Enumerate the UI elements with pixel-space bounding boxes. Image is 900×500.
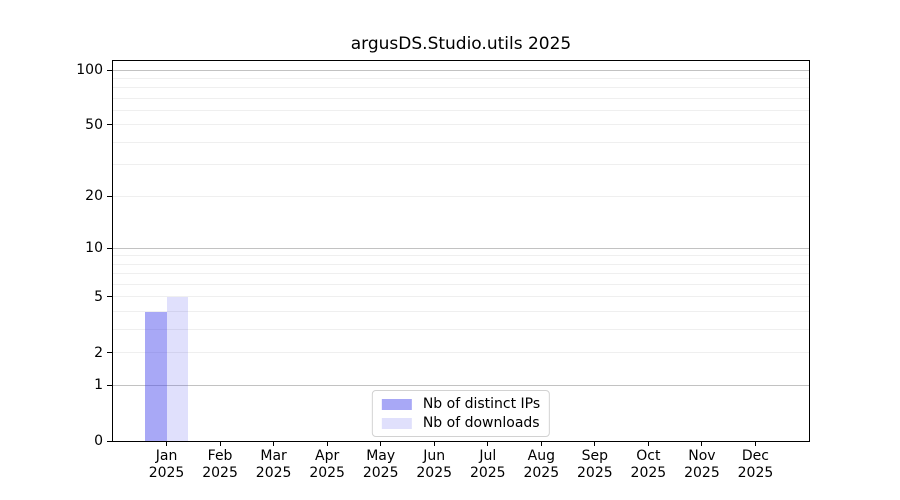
x-tick-mark bbox=[487, 442, 489, 446]
y-tick-label: 10 bbox=[85, 240, 103, 257]
x-tick-label: Mar 2025 bbox=[242, 448, 306, 482]
major-gridline bbox=[113, 69, 809, 71]
minor-gridline bbox=[113, 110, 809, 112]
legend-label: Nb of distinct IPs bbox=[422, 396, 541, 412]
x-tick-year: 2025 bbox=[469, 465, 506, 481]
minor-gridline bbox=[113, 296, 809, 298]
minor-gridline bbox=[113, 329, 809, 331]
x-tick-year: 2025 bbox=[148, 465, 185, 481]
bar bbox=[166, 296, 189, 441]
y-tick-label: 50 bbox=[85, 116, 103, 133]
minor-gridline bbox=[113, 255, 809, 257]
minor-gridline bbox=[113, 284, 809, 286]
y-tick-label: 5 bbox=[94, 288, 103, 305]
legend-item: Nb of distinct IPs bbox=[381, 396, 541, 412]
x-tick-label: Dec 2025 bbox=[723, 448, 787, 482]
x-tick-mark bbox=[219, 442, 221, 446]
x-tick-label: Nov 2025 bbox=[670, 448, 734, 482]
x-tick-month: Nov bbox=[688, 448, 716, 464]
legend: Nb of distinct IPs Nb of downloads bbox=[371, 390, 551, 437]
x-tick-year: 2025 bbox=[577, 465, 613, 481]
y-tick-label: 0 bbox=[94, 433, 103, 449]
x-tick-month: Sep bbox=[581, 448, 609, 464]
major-gridline bbox=[113, 247, 809, 249]
minor-gridline bbox=[113, 311, 809, 313]
plot-area: Nb of distinct IPs Nb of downloads bbox=[112, 60, 810, 442]
y-tick-label: 2 bbox=[94, 344, 103, 361]
legend-swatch bbox=[381, 398, 412, 410]
x-tick-month: Mar bbox=[260, 448, 287, 464]
x-tick-label: Aug 2025 bbox=[509, 448, 573, 482]
legend-swatch bbox=[381, 417, 412, 429]
y-tick-label: 100 bbox=[76, 62, 103, 78]
x-tick-label: Jun 2025 bbox=[402, 448, 466, 482]
x-tick-month: Jan bbox=[155, 448, 178, 464]
x-tick-label: Sep 2025 bbox=[563, 448, 627, 482]
minor-gridline bbox=[113, 352, 809, 354]
x-tick-year: 2025 bbox=[202, 465, 238, 481]
x-tick-year: 2025 bbox=[309, 465, 345, 481]
y-tick-label: 20 bbox=[85, 188, 103, 205]
x-tick-year: 2025 bbox=[255, 465, 292, 481]
chart-title: argusDS.Studio.utils 2025 bbox=[350, 34, 572, 54]
x-tick-month: Apr bbox=[315, 448, 340, 464]
x-tick-label: Jul 2025 bbox=[456, 448, 520, 482]
minor-gridline bbox=[113, 195, 809, 197]
x-tick-mark bbox=[701, 442, 703, 446]
x-tick-month: Jul bbox=[479, 448, 497, 464]
x-tick-month: Aug bbox=[527, 448, 555, 464]
minor-gridline bbox=[113, 124, 809, 126]
major-gridline bbox=[113, 384, 809, 386]
x-tick-mark bbox=[540, 442, 542, 446]
x-tick-year: 2025 bbox=[362, 465, 399, 481]
x-tick-month: Dec bbox=[741, 448, 769, 464]
y-tick-label: 1 bbox=[94, 377, 103, 394]
x-tick-label: Jan 2025 bbox=[135, 448, 199, 482]
x-tick-mark bbox=[273, 442, 275, 446]
minor-gridline bbox=[113, 141, 809, 143]
legend-label: Nb of downloads bbox=[422, 415, 540, 431]
x-tick-label: Apr 2025 bbox=[295, 448, 359, 482]
x-tick-mark bbox=[380, 442, 382, 446]
x-tick-month: Oct bbox=[636, 448, 661, 464]
minor-gridline bbox=[113, 87, 809, 89]
x-tick-year: 2025 bbox=[630, 465, 667, 481]
x-tick-month: Jun bbox=[423, 448, 446, 464]
x-tick-mark bbox=[647, 442, 649, 446]
x-tick-label: Feb 2025 bbox=[188, 448, 252, 482]
x-tick-year: 2025 bbox=[523, 465, 560, 481]
x-tick-mark bbox=[326, 442, 328, 446]
x-tick-mark bbox=[166, 442, 168, 446]
x-tick-month: May bbox=[366, 448, 396, 464]
x-tick-label: May 2025 bbox=[349, 448, 413, 482]
minor-gridline bbox=[113, 273, 809, 275]
x-tick-year: 2025 bbox=[737, 465, 774, 481]
x-tick-mark bbox=[754, 442, 756, 446]
x-tick-mark bbox=[594, 442, 596, 446]
minor-gridline bbox=[113, 77, 809, 79]
bar bbox=[145, 311, 167, 441]
x-tick-year: 2025 bbox=[416, 465, 453, 481]
legend-item: Nb of downloads bbox=[381, 415, 540, 431]
x-tick-label: Oct 2025 bbox=[616, 448, 680, 482]
x-tick-mark bbox=[433, 442, 435, 446]
x-tick-month: Feb bbox=[207, 448, 233, 464]
minor-gridline bbox=[113, 97, 809, 99]
minor-gridline bbox=[113, 263, 809, 265]
minor-gridline bbox=[113, 164, 809, 166]
x-tick-year: 2025 bbox=[684, 465, 720, 481]
